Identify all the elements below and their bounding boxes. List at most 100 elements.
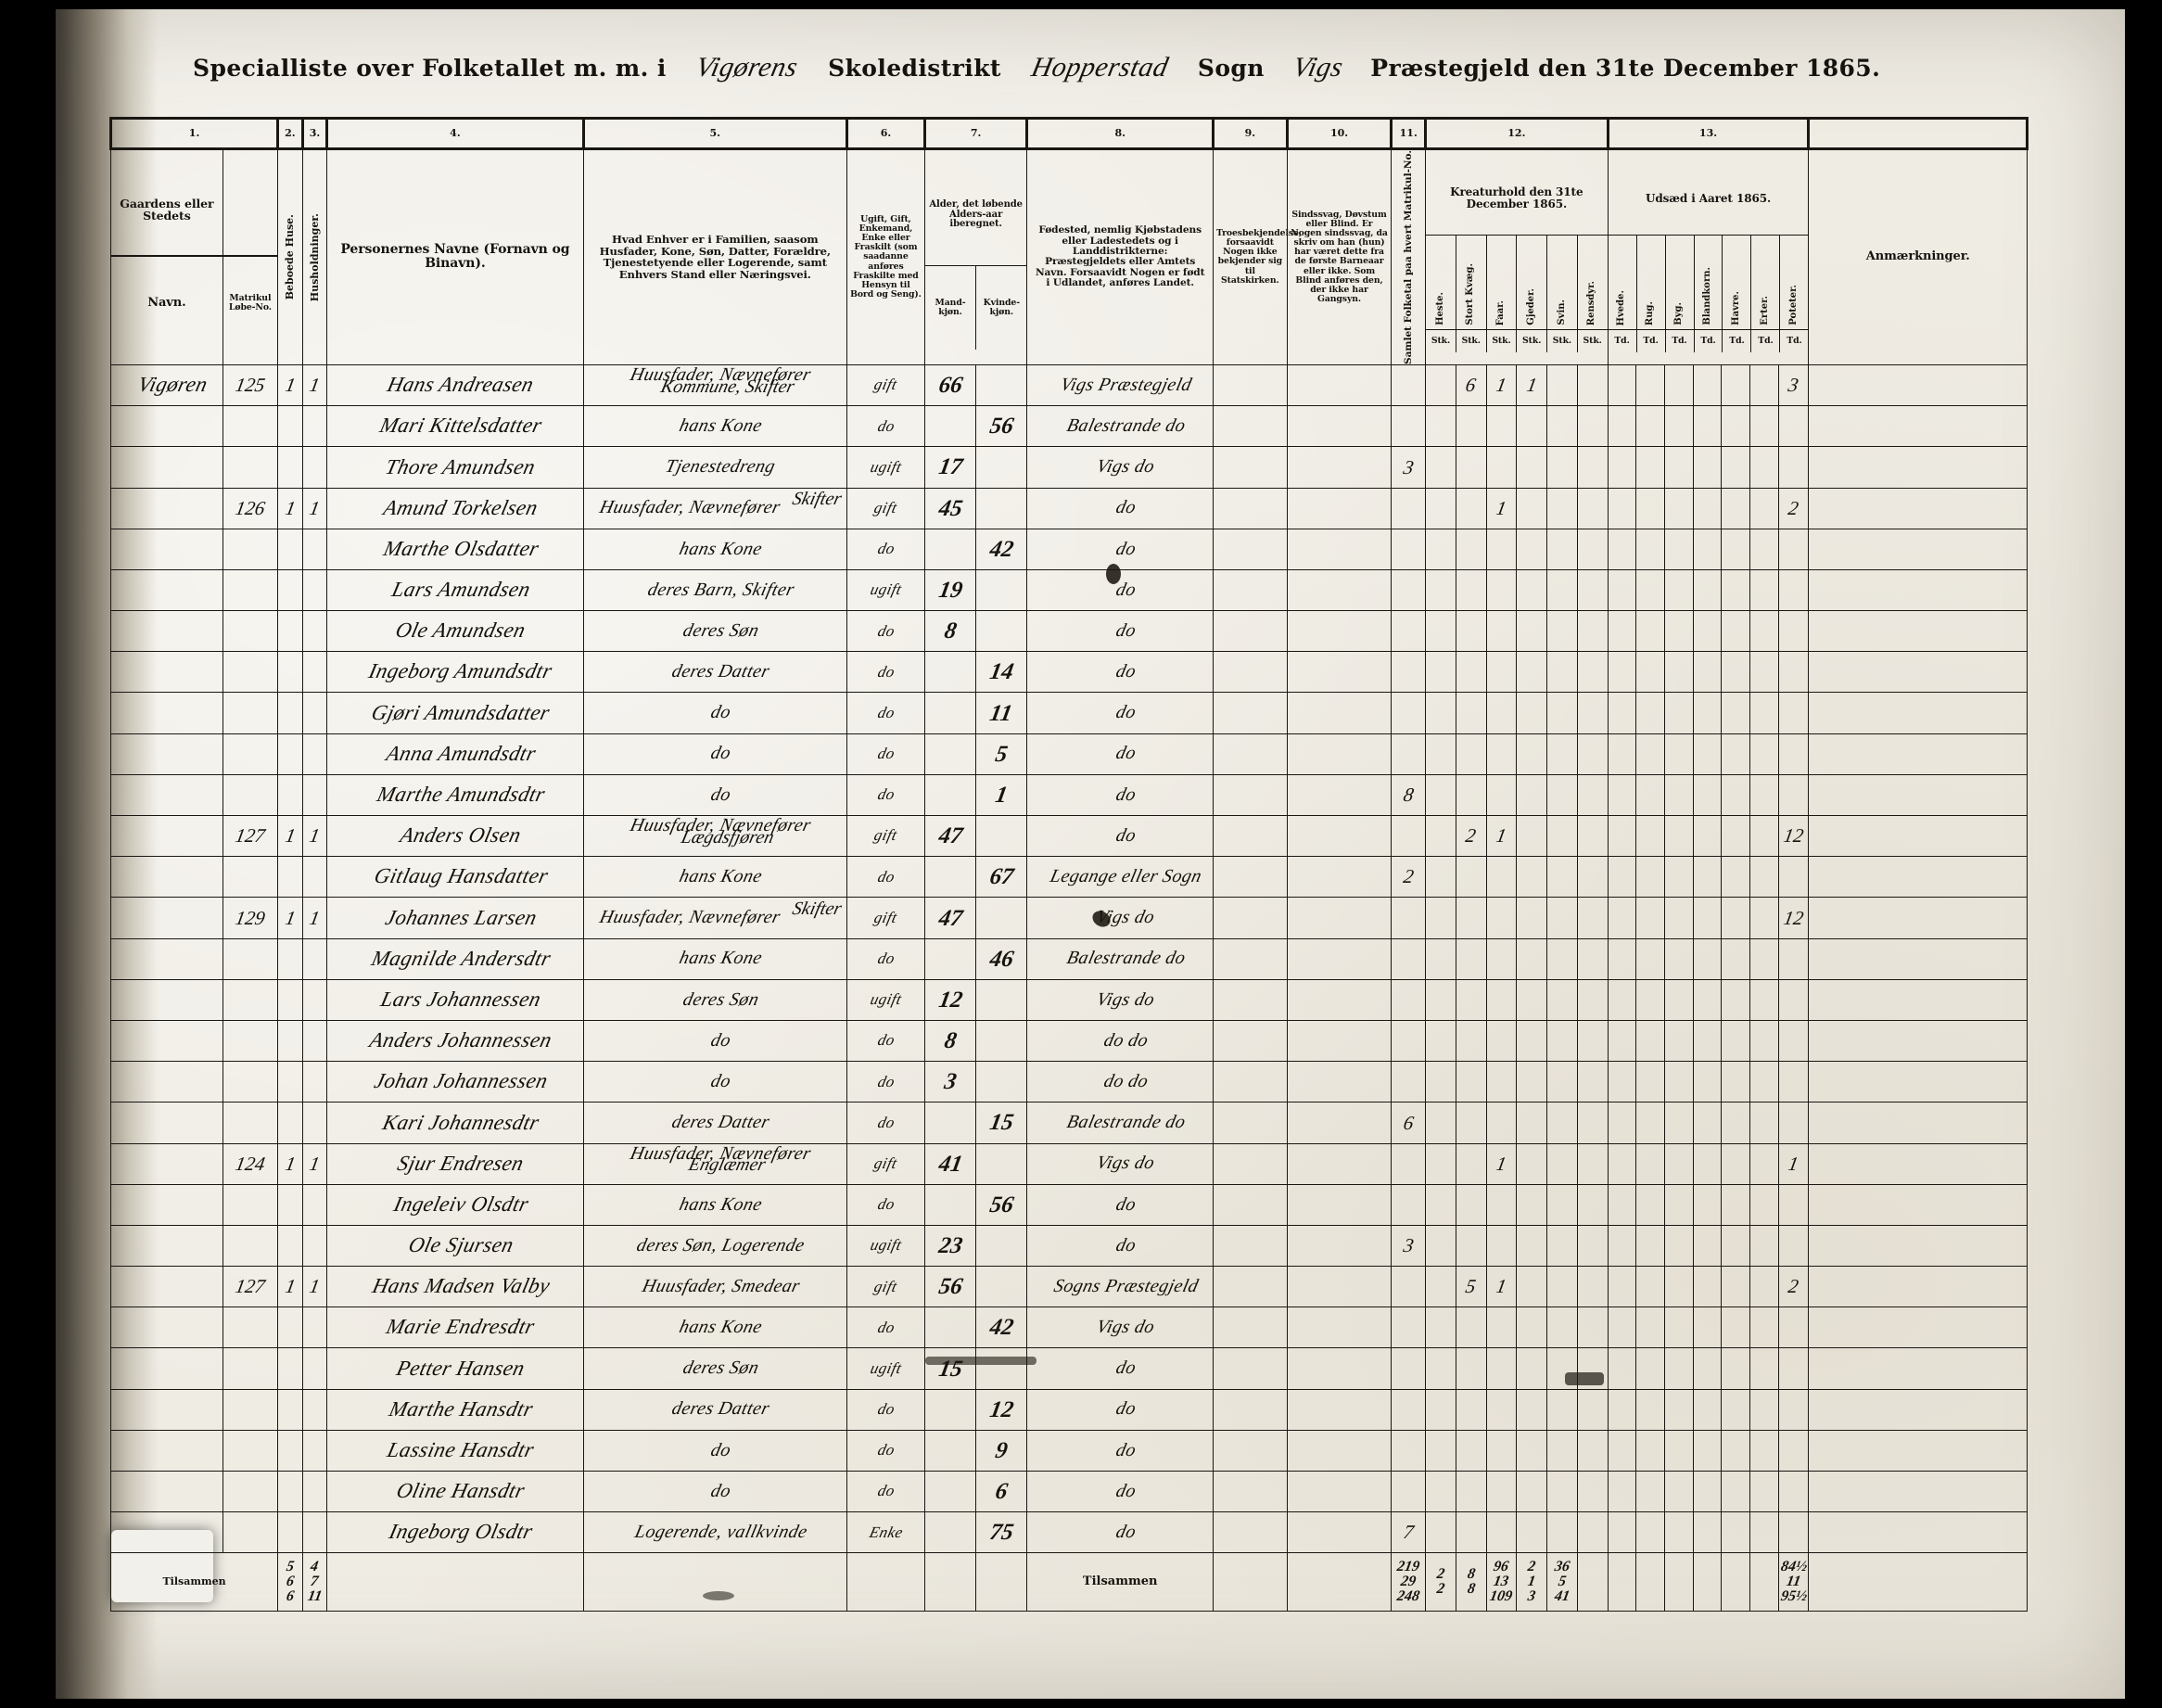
cell-age-male <box>923 528 977 570</box>
colnum-14 <box>1807 117 2028 150</box>
age-male-value: 3 <box>942 1069 959 1095</box>
person-name-value: Marthe Amundsdtr <box>375 783 548 807</box>
cell-disability <box>1286 897 1393 939</box>
cell-gjeder-count <box>1516 773 1548 817</box>
cell-person-name: Ingeleiv Olsdtr <box>326 1183 584 1226</box>
table-row: Marthe Olsdatter hans Kone do 42 do <box>110 528 2028 570</box>
cell-birthplace: do <box>1026 528 1214 570</box>
age-male-value: 56 <box>936 1274 964 1300</box>
person-name-value: Marthe Hansdtr <box>386 1396 536 1421</box>
cell-disability <box>1286 1019 1393 1063</box>
person-name-value: Marthe Olsdatter <box>380 536 541 560</box>
cell-houses-count: 1 <box>277 1266 303 1308</box>
marital-status-value: do <box>875 1400 897 1419</box>
family-role-continuation: Englæmer <box>686 1154 769 1176</box>
cell-birthplace: do <box>1026 610 1214 653</box>
table-row: Lars Johannessen deres Søn ugift 12 Vigs do <box>110 978 2028 1021</box>
cell-remarks <box>1808 610 2028 653</box>
birthplace-value: Vigs do <box>1094 1317 1157 1338</box>
cell-erter <box>1749 733 1779 775</box>
cell-kvaeg-count <box>1455 733 1487 775</box>
cell-gjeder-count <box>1516 1266 1548 1308</box>
cell-disability <box>1286 610 1393 653</box>
header-col12-label: Kreaturhold den 31te December 1865. <box>1450 185 1583 210</box>
cell-population-total <box>1391 610 1427 653</box>
poteter-value: 2 <box>1787 1275 1800 1298</box>
cell-rug <box>1635 1266 1665 1308</box>
cell-blandkorn <box>1692 815 1723 858</box>
family-role-value: deres Søn <box>680 988 761 1010</box>
totals-kvaeg-c: 8 <box>1466 1581 1477 1598</box>
person-name-value: Ole Sjursen <box>406 1233 516 1257</box>
cell-gjeder-count <box>1516 815 1548 858</box>
cell-hvede <box>1607 1019 1637 1063</box>
cell-age-male <box>923 1471 977 1513</box>
family-role-value: Logerende, vallkvinde <box>632 1522 809 1543</box>
cell-households-count <box>301 1183 328 1226</box>
cell-matrikul-no <box>222 1102 279 1144</box>
cell-remarks <box>1808 1102 2028 1144</box>
cell-havre <box>1721 1388 1750 1431</box>
cell-faar-count <box>1485 692 1518 734</box>
cell-hvede <box>1607 856 1637 899</box>
cell-houses-count <box>277 1306 303 1349</box>
cell-faar-count <box>1485 1388 1518 1431</box>
cell-svin-count <box>1546 528 1578 570</box>
kvaeg-count-value: 5 <box>1464 1275 1479 1298</box>
cell-disability <box>1286 651 1393 694</box>
cell-remarks <box>1808 568 2028 612</box>
cell-birthplace: do <box>1026 773 1214 817</box>
poteter-value: 1 <box>1787 1152 1800 1175</box>
cell-rensdyr-count <box>1576 1019 1609 1063</box>
cell-remarks <box>1808 897 2028 939</box>
cell-byg <box>1663 1471 1694 1513</box>
cell-hvede <box>1607 1306 1637 1349</box>
family-role-value: deres Søn <box>680 619 761 641</box>
birthplace-value: do <box>1113 1193 1138 1215</box>
cell-disability <box>1286 1429 1393 1472</box>
cell-person-name: Gjøri Amundsdatter <box>326 692 584 734</box>
cell-heste-count <box>1425 528 1456 570</box>
header-col13-label: Udsæd i Aaret 1865. <box>1645 191 1772 205</box>
cell-family-role: deres Datter <box>582 651 848 694</box>
cell-person-name: Marthe Amundsdtr <box>326 773 584 817</box>
cell-kvaeg-count <box>1455 1471 1487 1513</box>
cell-svin-count <box>1546 1142 1578 1185</box>
cell-birthplace: do <box>1026 1471 1214 1513</box>
cell-person-name: Anders Johannessen <box>326 1019 584 1063</box>
cell-hvede <box>1607 1429 1637 1472</box>
cell-matrikul-no <box>222 978 279 1021</box>
age-male-value: 47 <box>936 905 964 931</box>
cell-blandkorn <box>1692 1306 1723 1349</box>
cell-matrikul-no <box>222 1306 279 1349</box>
age-male-value: 19 <box>936 578 964 604</box>
cell-age-female <box>975 897 1028 939</box>
sogn-handwritten: Vigs <box>1290 52 1346 83</box>
unit-rensdyr: Stk. <box>1583 335 1602 346</box>
cell-erter <box>1749 1142 1779 1185</box>
cell-age-female <box>975 1266 1028 1308</box>
age-male-value: 8 <box>942 618 959 644</box>
cell-rensdyr-count <box>1576 897 1609 939</box>
cell-disability <box>1286 1102 1393 1144</box>
colnum-3: 3. <box>300 117 329 150</box>
cell-rug <box>1635 1306 1665 1349</box>
totals-role-cell <box>582 1552 848 1612</box>
cell-rug <box>1635 1102 1665 1144</box>
cell-person-name: Ole Amundsen <box>326 610 584 653</box>
age-male-value: 41 <box>936 1151 964 1177</box>
header-col12: Kreaturhold den 31te December 1865. Hest… <box>1425 148 1609 365</box>
cell-family-role: deres Barn, Skifter <box>582 568 848 612</box>
cell-gjeder-count <box>1516 897 1548 939</box>
cell-gjeder-count <box>1516 733 1548 775</box>
age-female-value: 11 <box>988 700 1015 726</box>
birthplace-value: do <box>1113 743 1138 764</box>
table-row: Thore Amundsen Tjenestedreng ugift 17 Vigs d… <box>110 446 2028 489</box>
cell-marital-status: gift <box>846 815 925 858</box>
cell-faith <box>1212 487 1288 529</box>
cell-remarks <box>1808 1266 2028 1308</box>
marital-status-value: ugift <box>868 457 904 476</box>
cell-byg <box>1663 1102 1694 1144</box>
cell-rensdyr-count <box>1576 405 1609 448</box>
